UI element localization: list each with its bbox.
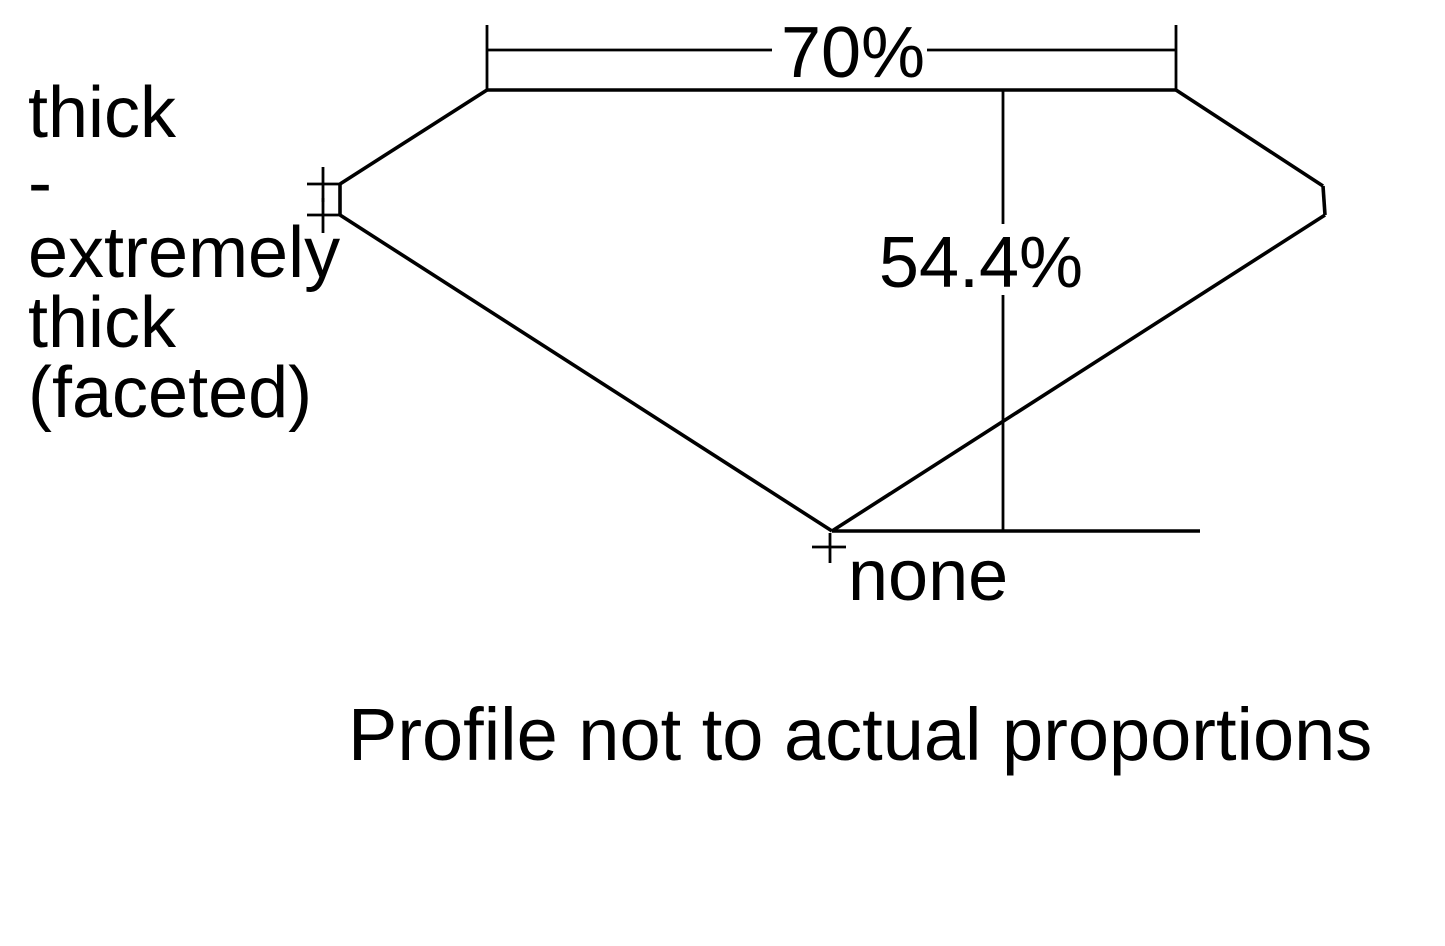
caption-text: Profile not to actual proportions [348,693,1372,776]
measurement-lines [307,25,1178,563]
girdle-label-line-3: extremely [28,213,340,293]
table-percent-label: 70% [781,13,925,93]
girdle-label-line-2: - [28,143,52,223]
pavilion-facet-left [339,213,833,533]
girdle-label-line-4: thick [28,283,177,363]
girdle-thickness-label: thick - extremely thick (faceted) [28,73,340,433]
crown-facet-left [339,88,488,186]
girdle-edge-right [1321,185,1327,216]
depth-percent-label: 54.4% [879,223,1083,303]
crown-facet-right [1175,88,1324,188]
culet-label: none [848,536,1008,616]
diamond-outline [338,88,1327,533]
girdle-label-line-1: thick [28,73,177,153]
girdle-label-line-5: (faceted) [28,353,312,433]
pavilion-facet-right [831,213,1326,533]
